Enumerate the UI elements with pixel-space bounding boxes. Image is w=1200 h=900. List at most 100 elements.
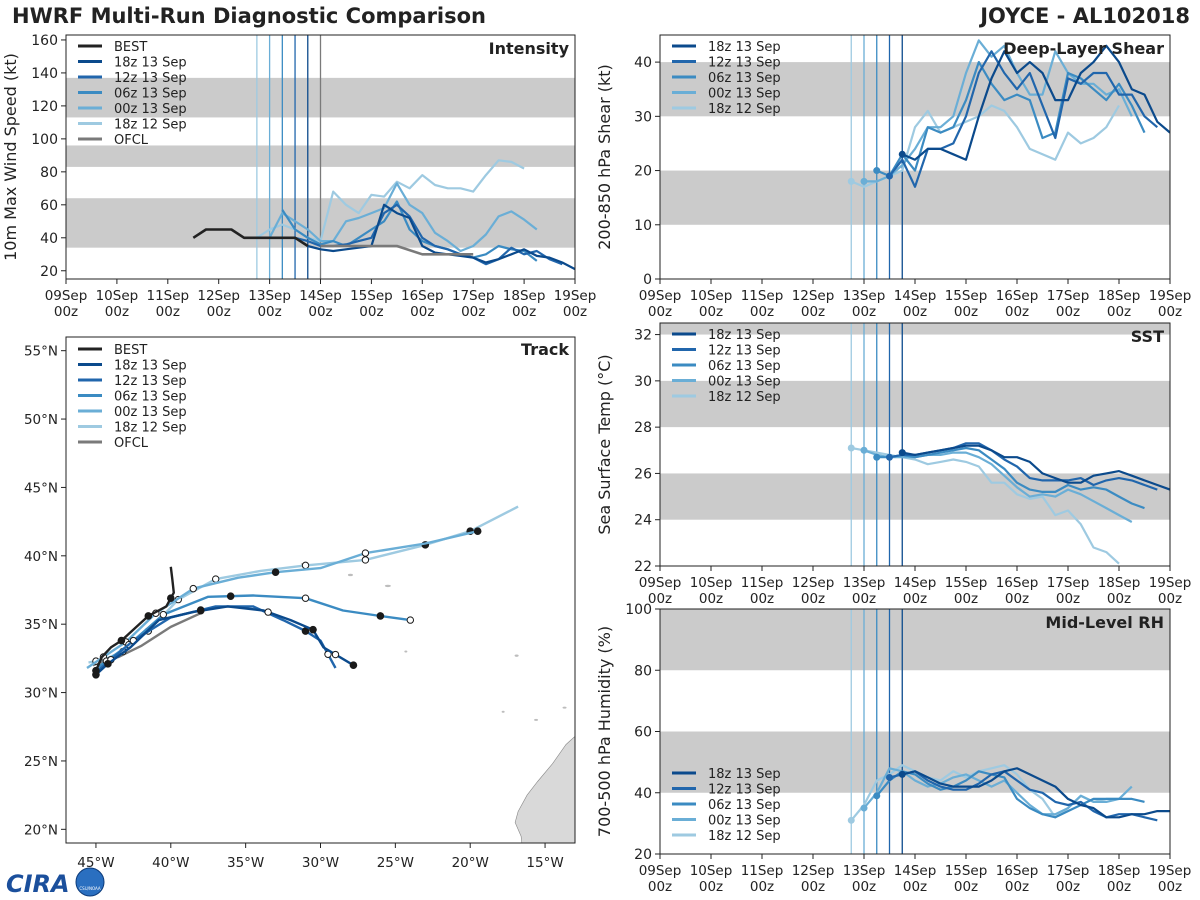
y-tick-label: 40 — [634, 786, 652, 802]
x-tick-label: 14Sep — [299, 288, 342, 304]
x-tick-label: 17Sep — [1047, 575, 1090, 591]
track-marker-open — [301, 594, 310, 602]
x-tick-label: 13Sep — [248, 288, 291, 304]
x-tick-label: 17Sep — [1047, 863, 1090, 879]
track-18z-13-sep — [95, 605, 355, 676]
series-06z-13-sep — [875, 770, 1145, 819]
x-tick-label: 18Sep — [503, 288, 546, 304]
x-tick-label: 11Sep — [741, 288, 784, 304]
x-tick-label: 00z — [954, 304, 978, 320]
x-tick-label: 40°W — [152, 855, 189, 871]
init-marker-12z-13-sep — [886, 453, 893, 461]
y-tick-label: 160 — [31, 33, 58, 49]
y-tick-label: 100 — [31, 132, 58, 148]
x-tick-label: 00z — [699, 304, 723, 320]
init-marker-06z-13-sep — [873, 792, 881, 800]
x-tick-label: 45°W — [77, 855, 114, 871]
x-tick-label: 00z — [852, 591, 876, 607]
x-tick-label: 15°W — [526, 855, 563, 871]
island-3 — [514, 654, 519, 657]
y-tick-label: 20 — [634, 164, 652, 180]
series-00z-13-sep — [863, 767, 1133, 816]
panel-title: Deep-Layer Shear — [1003, 39, 1164, 58]
track-marker-open — [212, 575, 220, 583]
legend-label-best: BEST — [114, 40, 147, 55]
x-tick-label: 00z — [54, 304, 78, 320]
y-tick-label: 32 — [634, 328, 652, 344]
x-tick-label: 12Sep — [197, 288, 240, 304]
x-tick-label: 00z — [1056, 304, 1080, 320]
plot-area — [660, 323, 1170, 566]
island-5 — [534, 718, 539, 721]
x-tick-label: 00z — [1005, 304, 1029, 320]
track-00z-13-sep — [86, 530, 478, 669]
track-marker-filled — [117, 636, 126, 645]
y-axis-label: 200-850 hPa Shear (kt) — [595, 64, 614, 250]
x-tick-label: 00z — [257, 304, 281, 320]
init-marker-12z-13-sep — [886, 172, 893, 180]
island-6 — [562, 706, 567, 709]
y-tick-label: 120 — [31, 99, 58, 115]
x-tick-label: 16Sep — [996, 288, 1039, 304]
legend-label-06z-13-sep: 06z 13 Sep — [114, 390, 187, 405]
band-0 — [660, 473, 1170, 520]
x-tick-label: 11Sep — [146, 288, 189, 304]
legend-label-ofcl: OFCL — [114, 133, 149, 148]
legend-label-12z-13-sep: 12z 13 Sep — [114, 71, 187, 86]
island-7 — [415, 895, 418, 897]
x-tick-label: 00z — [801, 304, 825, 320]
logo-text: CIRA — [6, 870, 70, 898]
y-tick-label: 30 — [634, 374, 652, 390]
x-tick-label: 00z — [1056, 591, 1080, 607]
band-0 — [660, 170, 1170, 225]
x-tick-label: 35°W — [227, 855, 264, 871]
y-tick-label: 40 — [634, 55, 652, 71]
x-tick-label: 20°W — [452, 855, 489, 871]
band-1 — [660, 62, 1170, 117]
init-marker-00z-13-sep — [860, 446, 868, 454]
y-tick-label: 28 — [634, 420, 652, 436]
y-tick-label: 20 — [634, 847, 652, 863]
init-marker-18z-13-sep — [898, 449, 906, 457]
x-tick-label: 00z — [699, 591, 723, 607]
init-marker-18z-13-sep — [898, 150, 906, 158]
x-tick-label: 00z — [750, 591, 774, 607]
x-tick-label: 00z — [1158, 304, 1182, 320]
y-tick-label: 26 — [634, 466, 652, 482]
x-tick-label: 00z — [461, 304, 485, 320]
legend-label-00z-13-sep: 00z 13 Sep — [708, 87, 781, 102]
legend-label-18z-13-sep: 18z 13 Sep — [708, 40, 781, 55]
x-tick-label: 09Sep — [639, 575, 682, 591]
y-tick-label: 40 — [40, 231, 58, 247]
island-8 — [404, 650, 408, 653]
x-tick-label: 19Sep — [1149, 288, 1192, 304]
init-marker-12z-13-sep — [886, 773, 893, 781]
x-tick-label: 17Sep — [452, 288, 495, 304]
y-axis-label: 10m Max Wind Speed (kt) — [1, 53, 20, 261]
cira-logo: CIRA CSU/NOAA — [6, 867, 105, 898]
legend-label-18z-12-sep: 18z 12 Sep — [708, 102, 781, 117]
panel-title: Track — [521, 340, 569, 359]
x-tick-label: 16Sep — [996, 575, 1039, 591]
x-tick-label: 00z — [563, 304, 587, 320]
y-tick-label: 80 — [40, 165, 58, 181]
track-marker-filled — [376, 612, 385, 620]
x-tick-label: 00z — [105, 304, 129, 320]
y-tick-label: 30 — [634, 109, 652, 125]
legend-label-00z-13-sep: 00z 13 Sep — [708, 814, 781, 829]
panel-title: Mid-Level RH — [1045, 613, 1164, 632]
y-tick-label: 0 — [643, 272, 652, 288]
panel-track: 45°W 40°W 35°W 30°W 25°W 20°W 15°W 20°N 25°N 30°N… — [24, 336, 576, 897]
y-tick-label: 80 — [634, 663, 652, 679]
x-tick-label: 15Sep — [945, 288, 988, 304]
africa-land — [514, 735, 575, 843]
legend-label-06z-13-sep: 06z 13 Sep — [708, 798, 781, 813]
x-tick-label: 00z — [954, 879, 978, 895]
logo-subtext: CSU/NOAA — [79, 886, 101, 891]
legend-label-18z-13-sep: 18z 13 Sep — [708, 328, 781, 343]
x-tick-label: 19Sep — [1149, 863, 1192, 879]
x-tick-label: 00z — [1107, 879, 1131, 895]
band-1 — [660, 380, 1170, 428]
track-marker-open — [361, 549, 370, 557]
panel-intensity: 2040608010012014016009Sep00z10Sep00z11Se… — [1, 33, 596, 320]
